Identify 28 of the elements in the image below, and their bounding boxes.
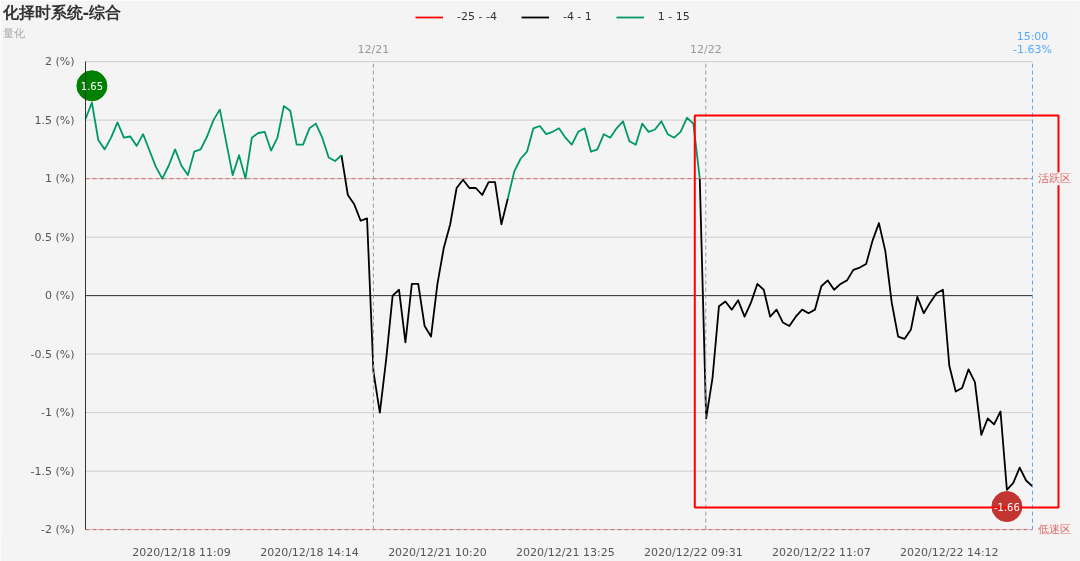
y-tick-label: 1 (%) [44, 172, 75, 186]
x-tick-label: 2020/12/21 13:25 [516, 545, 615, 559]
text: 12/22 [689, 42, 722, 56]
y-tick-label: 0.5 (%) [34, 230, 75, 244]
legend-label: -4 - 1 [562, 10, 592, 23]
y-tick-label: -1 (%) [41, 406, 75, 420]
y-tick-label: -1.5 (%) [30, 464, 75, 478]
y-tick-label: 2 (%) [44, 55, 75, 69]
legend-label: -25 - -4 [457, 10, 497, 23]
text: 12/21 [357, 42, 390, 56]
y-tick-label: 0 (%) [44, 289, 75, 303]
legend-label: 1 - 15 [657, 10, 690, 23]
x-tick-label: 2020/12/22 14:12 [900, 545, 999, 559]
x-tick-label: 2020/12/22 09:31 [644, 545, 743, 559]
chart-title: 化择时系统-综合 [1, 2, 122, 22]
x-tick-label: 2020/12/22 11:07 [772, 545, 871, 559]
y-tick-label: -0.5 (%) [30, 347, 75, 361]
x-tick-label: 2020/12/18 14:14 [260, 545, 359, 559]
text: 15:00 -1.63% [1013, 29, 1052, 56]
y-tick-label: 1.5 (%) [34, 113, 75, 127]
y-tick-label: -2 (%) [41, 523, 75, 537]
annotation: 1.65 [80, 80, 104, 92]
ref-line-label: 活跃区 [1037, 172, 1071, 186]
x-tick-label: 2020/12/21 10:20 [388, 545, 487, 559]
ref-line-label: 低迷区 [1037, 523, 1071, 537]
chart-subtitle: 量化 [2, 26, 25, 40]
annotation: -1.66 [993, 501, 1020, 513]
x-tick-label: 2020/12/18 11:09 [132, 545, 231, 559]
